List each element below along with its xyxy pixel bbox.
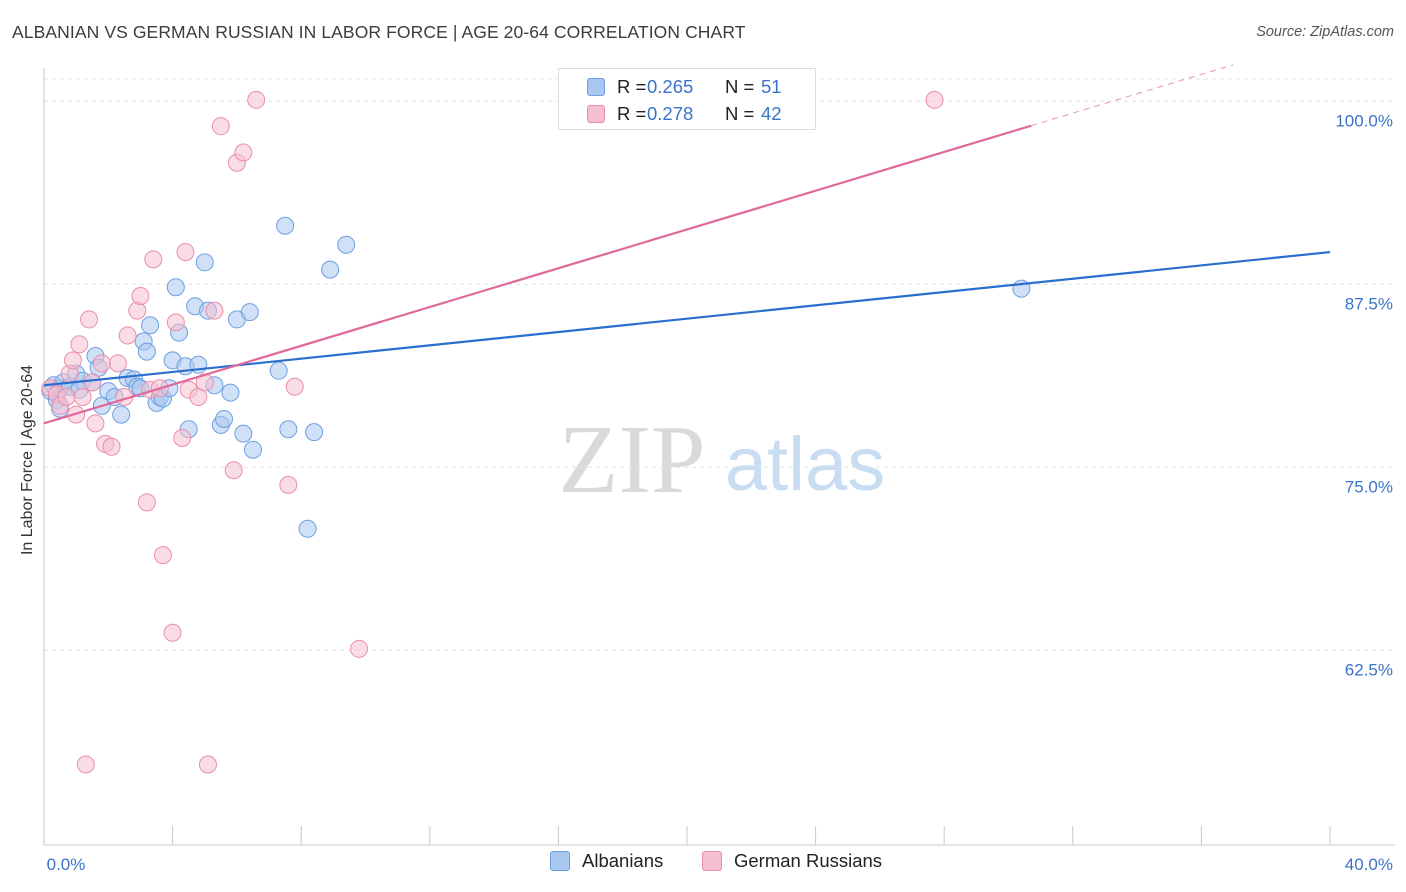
albanian-point [269,361,288,380]
legend-n-value: 42 [761,103,782,124]
german-russian-point [163,623,182,642]
albanian-point [279,420,298,439]
german-russian-point [205,301,224,320]
german-russian-point [63,351,82,370]
german-russian-point [234,143,253,162]
y-tick-label: 100.0% [1335,111,1393,130]
german-russian-point [108,354,127,373]
chart-title: ALBANIAN VS GERMAN RUSSIAN IN LABOR FORC… [12,22,746,42]
legend-item-german-russians[interactable]: German Russians [702,850,882,872]
albanian-point [321,260,340,279]
albanian-point [141,316,160,335]
legend-r-value: 0.278 [647,103,694,124]
german-russian-point [173,429,192,448]
y-tick-label: 75.0% [1345,477,1393,496]
german-russian-point [83,373,102,392]
y-tick-label: 62.5% [1345,660,1393,679]
legend-r-label: R = [617,76,647,97]
german-russian-point [118,326,137,345]
albanian-point [337,235,356,254]
german-russian-point [86,414,105,433]
german-russian-point [925,90,944,109]
german-russian-point [70,335,89,354]
legend-row-german-russians: R = 0.278 N = 42 [559,100,782,128]
correlation-legend: R = 0.265 N = 51 R = 0.278 N = 42 [558,68,816,130]
tick-labels: 62.5% 75.0% 87.5% 100.0% 0.0% 40.0% [47,111,1393,874]
legend-label-albanians: Albanians [582,850,664,871]
watermark-zip: ZIP [559,406,706,514]
x-tick-label: 40.0% [1345,855,1393,874]
albanian-point [298,519,317,538]
german-russian-point [211,117,230,136]
x-tick-label: 0.0% [47,855,86,874]
german-russian-point [80,310,99,329]
german-russian-point [137,493,156,512]
watermark: ZIP atlas [559,406,886,514]
german-russian-point [92,354,111,373]
german-russian-point [350,639,369,658]
albanian-trend-line [43,250,1331,387]
german-russian-point [57,388,76,407]
albanian-point [276,216,295,235]
albanian-point [305,423,324,442]
legend-swatch-albanians [550,851,570,871]
legend-r-value: 0.265 [647,76,694,97]
legend-swatch-german-russians [702,851,722,871]
series-german-russians [41,90,944,774]
albanian-point [112,405,131,424]
albanian-point [234,424,253,443]
german-russian-point [247,90,266,109]
legend-item-albanians[interactable]: Albanians [550,850,663,872]
german-russian-trend-line [43,124,1032,425]
german-russian-point [131,286,150,305]
source-label: Source: ZipAtlas.com [1256,24,1394,40]
albanian-point [243,440,262,459]
albanian-point [215,409,234,428]
albanian-point [195,253,214,272]
legend-swatch-albanians [587,78,605,96]
german-russian-point [144,250,163,269]
legend-label-german-russians: German Russians [734,850,883,871]
german-russian-point [128,301,147,320]
axes [43,68,1395,846]
watermark-atlas: atlas [725,422,886,507]
y-tick-label: 87.5% [1345,294,1393,313]
german-russian-point [279,475,298,494]
german-russian-point [153,546,172,565]
german-russian-point [73,388,92,407]
german-russian-point [176,243,195,262]
legend-n-label: N = [725,103,755,124]
legend-swatch-german-russians [587,105,605,123]
german-russian-trend-line-extension [1030,64,1234,127]
albanian-point [240,303,259,322]
albanian-point [137,342,156,361]
trend-lines [43,64,1331,425]
german-russian-point [102,437,121,456]
legend-n-value: 51 [761,76,782,97]
legend-n-label: N = [725,76,755,97]
german-russian-point [76,755,95,774]
legend-r-label: R = [617,103,647,124]
german-russian-point [198,755,217,774]
german-russian-point [166,313,185,332]
german-russian-point [285,377,304,396]
albanian-point [166,278,185,297]
german-russian-point [224,461,243,480]
series-legend: Albanians German Russians [0,850,1406,878]
albanian-point [221,383,240,402]
legend-row-albanians: R = 0.265 N = 51 [559,73,782,101]
